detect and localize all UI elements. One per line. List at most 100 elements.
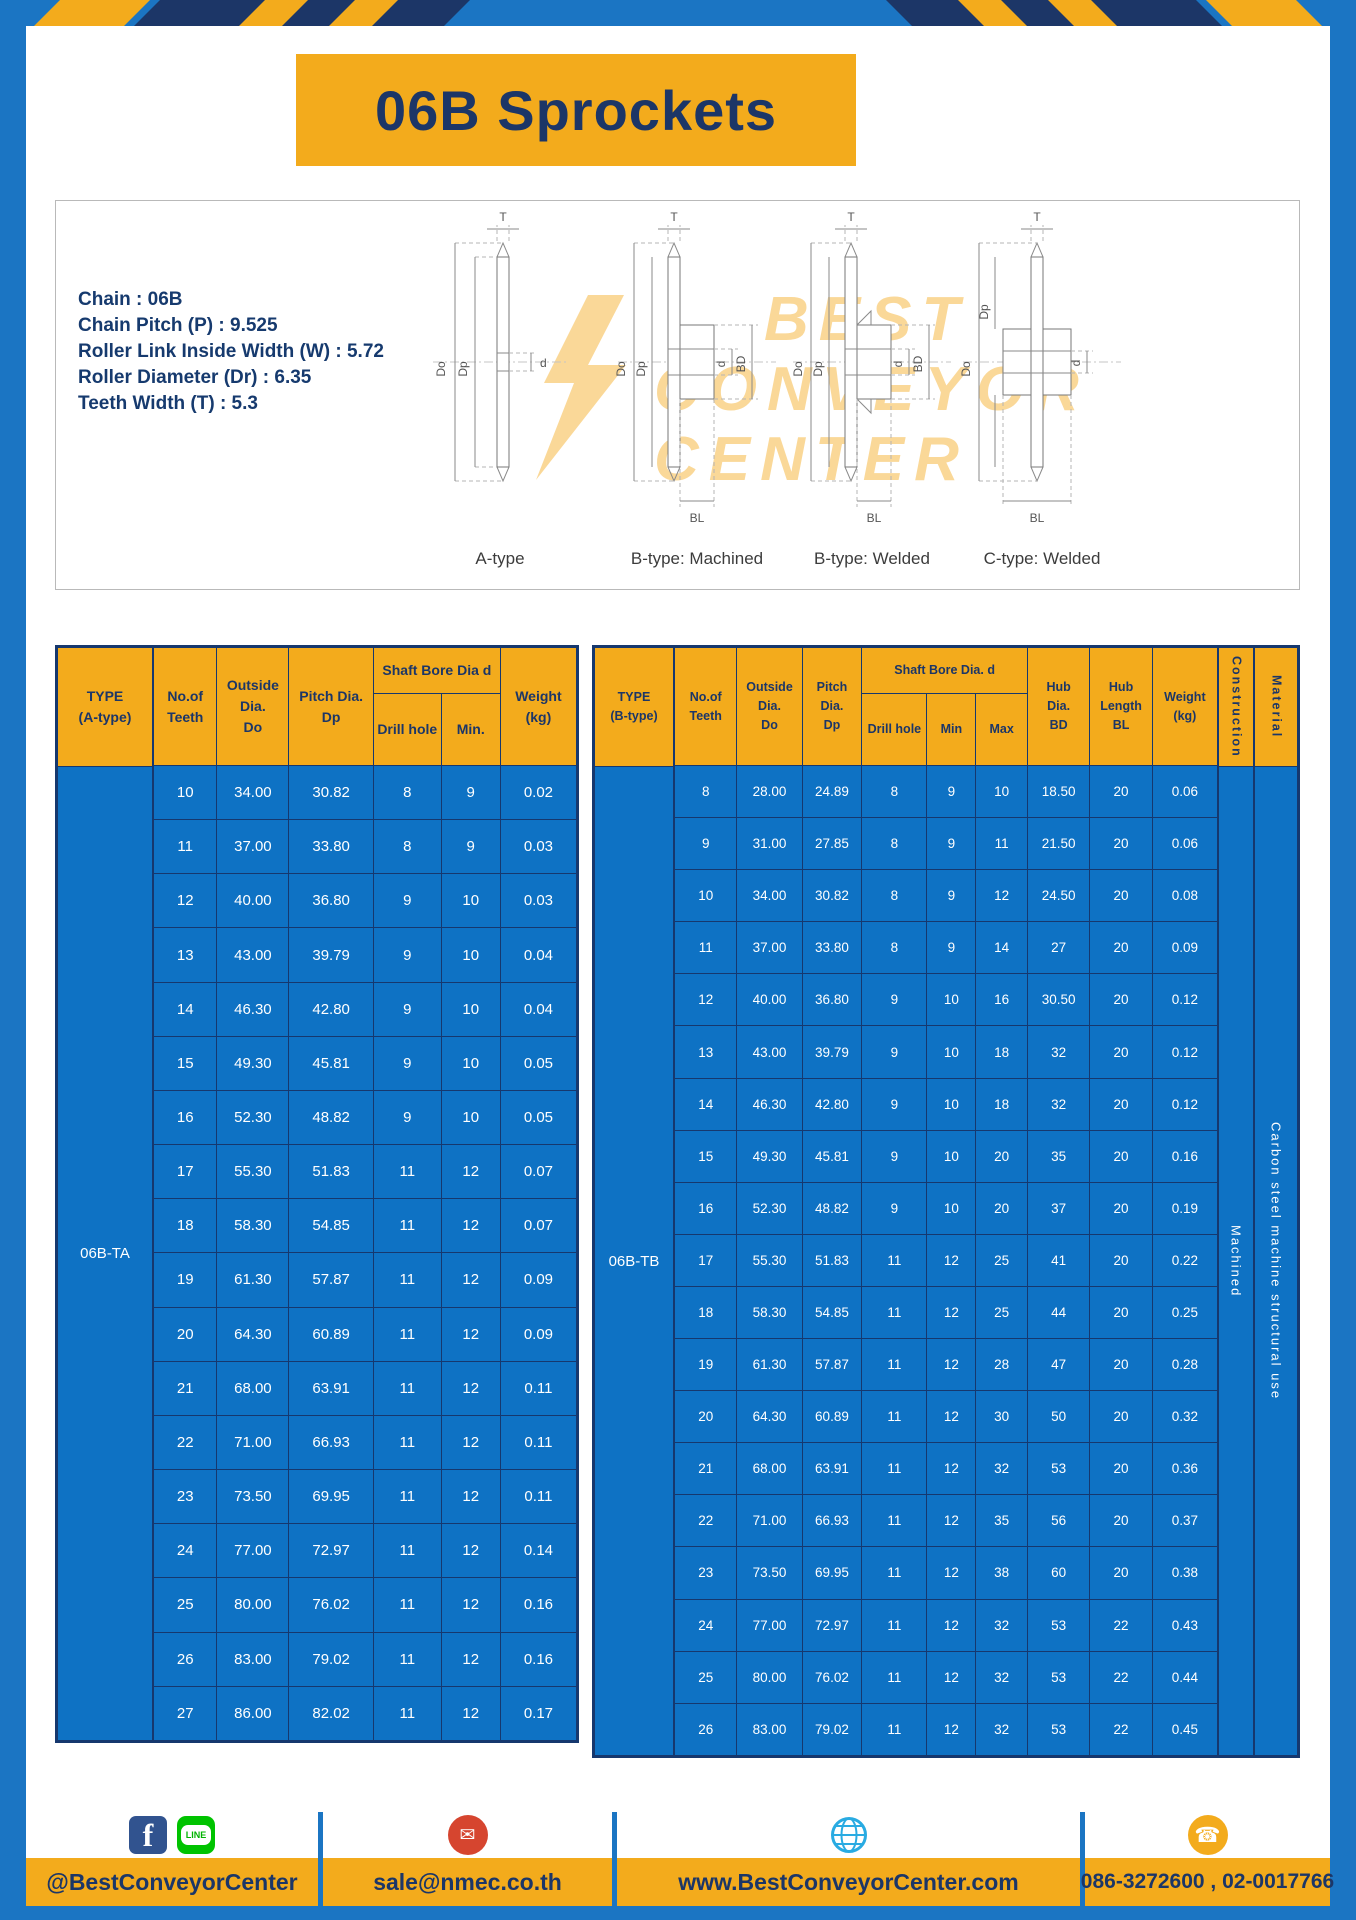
table-row: 11 37.00 33.80 8 9 14 27 20 0.09 — [673, 921, 1219, 975]
table-cell: 11 — [975, 817, 1028, 871]
table-cell: 0.03 — [499, 873, 578, 929]
table-row: 25 80.00 76.02 11 12 32 53 22 0.44 — [673, 1650, 1219, 1704]
email-address[interactable]: sale@nmec.co.th — [323, 1858, 612, 1906]
table-cell: 73.50 — [736, 1546, 803, 1600]
table-cell: 12 — [926, 1338, 977, 1392]
table-cell: 8 — [861, 869, 928, 923]
footer-email-section: ✉ sale@nmec.co.th — [318, 1812, 612, 1906]
phone-icon[interactable]: ☎ — [1187, 1815, 1228, 1855]
table-row: 22 71.00 66.93 11 12 35 56 20 0.37 — [673, 1494, 1219, 1548]
table-cell: 0.07 — [499, 1144, 578, 1200]
table-cell: 20 — [1089, 1233, 1153, 1287]
table-cell: 0.28 — [1151, 1338, 1219, 1392]
table-cell: 0.25 — [1151, 1285, 1219, 1340]
table-cell: 12 — [440, 1306, 501, 1362]
svg-text:BL: BL — [690, 511, 705, 525]
table-b-body: 8 28.00 24.89 8 9 10 18.50 20 0.06 9 31.00 27.85 8 9 1… — [673, 764, 1219, 1757]
table-cell: 18 — [975, 1025, 1028, 1079]
table-cell: 45.81 — [288, 1035, 374, 1091]
table-row: 19 61.30 57.87 11 12 0.09 — [152, 1252, 578, 1308]
table-cell: 14 — [152, 981, 218, 1037]
table-cell: 77.00 — [736, 1598, 803, 1652]
table-cell: 18.50 — [1026, 764, 1091, 819]
column-header-teeth: No.of Teeth — [152, 647, 218, 766]
globe-icon[interactable] — [829, 1815, 869, 1855]
table-cell: 11 — [372, 1360, 442, 1416]
facebook-handle[interactable]: @BestConveyorCenter — [26, 1858, 318, 1906]
table-row: 26 83.00 79.02 11 12 0.16 — [152, 1631, 578, 1687]
table-cell: 20 — [1089, 973, 1153, 1027]
table-cell: 72.97 — [288, 1523, 374, 1579]
table-cell: 54.85 — [288, 1198, 374, 1254]
table-cell: 0.04 — [499, 927, 578, 983]
table-row: 17 55.30 51.83 11 12 0.07 — [152, 1144, 578, 1200]
drawing-b-type-machined: Do Dp T d BD BL — [612, 207, 782, 547]
table-cell: 9 — [926, 764, 977, 819]
table-cell: 12 — [926, 1598, 977, 1652]
email-icon[interactable]: ✉ — [447, 1815, 488, 1855]
column-header-drill-hole: Drill hole — [861, 693, 928, 766]
table-cell: 9 — [861, 973, 928, 1027]
table-cell: 11 — [372, 1631, 442, 1687]
table-cell: 63.91 — [801, 1442, 863, 1496]
svg-text:d: d — [714, 361, 728, 368]
corner-decoration-left — [30, 0, 470, 30]
table-cell: 42.80 — [288, 981, 374, 1037]
table-cell: 8 — [372, 819, 442, 875]
table-cell: 20 — [1089, 1338, 1153, 1392]
table-cell: 30.50 — [1026, 973, 1091, 1027]
table-cell: 10 — [673, 869, 738, 923]
table-cell: 25 — [673, 1650, 738, 1704]
table-cell: 36.80 — [288, 873, 374, 929]
svg-text:T: T — [670, 210, 678, 224]
table-cell: 47 — [1026, 1338, 1091, 1392]
table-cell: 37 — [1026, 1181, 1091, 1235]
facebook-icon[interactable]: f — [129, 1816, 167, 1854]
table-cell: 0.07 — [499, 1198, 578, 1254]
column-header-teeth: No.of Teeth — [673, 647, 738, 766]
table-cell: 22 — [152, 1414, 218, 1471]
table-cell: 60 — [1026, 1546, 1091, 1600]
table-cell: 12 — [440, 1252, 501, 1308]
table-row: 14 46.30 42.80 9 10 18 32 20 0.12 — [673, 1077, 1219, 1131]
table-b-main: No.of Teeth Outside Dia. Do Pitch Dia. D… — [673, 647, 1219, 1757]
table-cell: 0.09 — [499, 1306, 578, 1362]
table-cell: 58.30 — [736, 1285, 803, 1340]
table-cell: 22 — [1089, 1702, 1153, 1757]
table-cell: 24.89 — [801, 764, 863, 819]
table-cell: 18 — [673, 1285, 738, 1340]
table-cell: 53 — [1026, 1442, 1091, 1496]
title-banner: 06B Sprockets — [296, 54, 856, 166]
table-cell: 14 — [975, 921, 1028, 975]
table-cell: 20 — [1089, 869, 1153, 923]
column-header-type: TYPE (B-type) — [594, 647, 674, 767]
table-row: 18 58.30 54.85 11 12 25 44 20 0.25 — [673, 1285, 1219, 1340]
table-cell: 9 — [861, 1181, 928, 1235]
table-cell: 20 — [152, 1306, 218, 1362]
table-cell: 25 — [975, 1285, 1028, 1340]
drawing-c-type-welded: Do Dp T d BL — [957, 207, 1127, 547]
table-cell: 20 — [1089, 764, 1153, 819]
phone-numbers[interactable]: 086-3272600 , 02-0017766 — [1081, 1858, 1334, 1906]
table-cell: 20 — [1089, 1494, 1153, 1548]
table-cell: 20 — [1089, 921, 1153, 975]
svg-text:T: T — [499, 210, 507, 224]
footer: f LINE @BestConveyorCenter ✉ sale@nmec.c… — [26, 1812, 1334, 1906]
table-cell: 11 — [861, 1598, 928, 1652]
table-cell: 80.00 — [216, 1577, 290, 1633]
table-cell: 34.00 — [736, 869, 803, 923]
table-cell: 69.95 — [801, 1546, 863, 1600]
column-header-min: Min. — [440, 693, 501, 766]
column-header-material: Material — [1254, 647, 1298, 767]
table-cell: 0.16 — [499, 1577, 578, 1633]
table-b-construction-column: Construction Machined — [1218, 647, 1254, 1756]
line-icon[interactable]: LINE — [177, 1816, 215, 1854]
table-cell: 10 — [926, 1025, 977, 1079]
table-row: 13 43.00 39.79 9 10 18 32 20 0.12 — [673, 1025, 1219, 1079]
table-cell: 64.30 — [216, 1306, 290, 1362]
table-cell: 15 — [152, 1035, 218, 1091]
website-url[interactable]: www.BestConveyorCenter.com — [617, 1858, 1080, 1906]
table-row: 20 64.30 60.89 11 12 0.09 — [152, 1306, 578, 1362]
table-cell: 23 — [152, 1469, 218, 1525]
page: 06B Sprockets Chain : 06B Chain Pitch (P)… — [26, 26, 1334, 1906]
